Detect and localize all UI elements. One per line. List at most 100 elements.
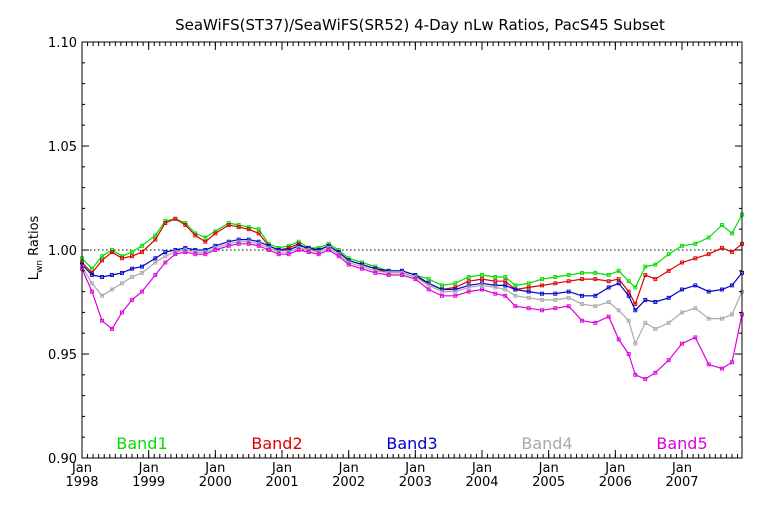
- x-tick-month-label: Jan: [604, 461, 625, 476]
- data-point-band1: [453, 281, 458, 286]
- data-point-band5: [513, 304, 518, 309]
- series-line-band2: [81, 218, 743, 306]
- data-point-band4: [140, 270, 144, 275]
- data-point-band4: [100, 293, 104, 298]
- data-point-band3: [643, 297, 648, 302]
- data-point-band4: [440, 289, 444, 294]
- y-axis-label-subscript: wn: [35, 260, 45, 273]
- data-point-band1: [593, 270, 598, 275]
- series-band3: [80, 237, 744, 313]
- data-point-band1: [626, 279, 631, 284]
- x-tick-month-label: Jan: [538, 461, 559, 476]
- data-point-band3: [606, 285, 611, 290]
- data-point-band4: [493, 285, 498, 290]
- data-point-band2: [606, 279, 611, 284]
- data-point-band2: [653, 277, 658, 282]
- y-axis-label: Lwn Ratios: [27, 215, 45, 280]
- data-point-band3: [593, 293, 598, 298]
- data-point-band4: [453, 289, 458, 294]
- data-point-band2: [680, 260, 684, 265]
- data-point-band5: [480, 287, 484, 292]
- data-point-band2: [163, 221, 168, 225]
- data-point-band5: [120, 310, 124, 315]
- data-point-band5: [706, 362, 711, 367]
- data-point-band2: [256, 231, 261, 236]
- data-point-band2: [183, 223, 188, 227]
- data-point-band5: [153, 273, 158, 277]
- data-point-band5: [566, 304, 571, 309]
- data-point-band2: [110, 250, 114, 255]
- data-point-band4: [730, 312, 734, 317]
- data-point-band5: [400, 273, 404, 277]
- data-point-band5: [203, 252, 208, 257]
- x-tick-month-label: Jan: [271, 461, 292, 476]
- data-point-band1: [680, 243, 684, 248]
- data-point-band5: [266, 248, 271, 252]
- data-point-band1: [643, 264, 648, 269]
- data-point-band2: [466, 279, 471, 284]
- data-point-band4: [120, 281, 124, 286]
- data-point-band4: [593, 304, 598, 309]
- data-point-band4: [503, 287, 508, 292]
- data-point-band2: [246, 227, 251, 232]
- x-tick-month-label: Jan: [138, 461, 159, 476]
- x-tick-year-label: 2001: [265, 475, 298, 490]
- data-point-band4: [566, 295, 571, 300]
- data-point-band1: [616, 268, 621, 273]
- data-point-band1: [706, 235, 711, 240]
- data-point-band2: [226, 223, 231, 227]
- legend-entry-band2: Band2: [251, 434, 302, 453]
- data-point-band2: [643, 273, 648, 277]
- data-point-band1: [526, 281, 531, 286]
- data-point-band5: [360, 266, 364, 271]
- data-point-band2: [633, 302, 638, 307]
- data-point-band2: [203, 239, 208, 244]
- data-point-band5: [503, 293, 508, 298]
- data-point-band5: [730, 360, 734, 365]
- data-point-band2: [706, 252, 711, 257]
- data-point-band1: [566, 273, 571, 277]
- series-layer: [80, 212, 744, 381]
- data-point-band5: [680, 341, 684, 346]
- data-point-band1: [540, 277, 544, 282]
- data-point-band4: [130, 275, 134, 279]
- data-point-band4: [616, 308, 621, 313]
- series-line-band4: [81, 241, 743, 346]
- x-tick-month-label: Jan: [71, 461, 92, 476]
- data-point-band2: [720, 245, 724, 250]
- data-point-band3: [693, 283, 698, 288]
- data-point-band2: [616, 277, 621, 282]
- x-tick-month-label: Jan: [404, 461, 425, 476]
- data-point-band1: [100, 254, 104, 259]
- y-tick-label: 1.10: [48, 36, 77, 51]
- data-point-band3: [120, 270, 124, 275]
- data-point-band5: [693, 335, 698, 340]
- data-point-band3: [540, 291, 544, 296]
- data-point-band2: [693, 256, 698, 261]
- data-point-band1: [493, 275, 498, 279]
- data-point-band1: [130, 250, 134, 255]
- data-point-band5: [163, 260, 168, 265]
- data-point-band4: [163, 254, 168, 259]
- legend: Band1 Band2 Band3 Band4 Band5: [116, 434, 707, 453]
- data-point-band4: [553, 297, 558, 302]
- data-point-band4: [706, 316, 711, 321]
- y-axis-label-rest: Ratios: [27, 215, 42, 260]
- data-point-band3: [513, 287, 518, 292]
- data-point-band1: [693, 241, 698, 246]
- data-point-band4: [633, 341, 638, 346]
- series-line-band3: [81, 239, 743, 312]
- data-point-band4: [90, 281, 94, 286]
- series-band4: [80, 239, 744, 346]
- data-point-band1: [153, 233, 158, 238]
- data-point-band2: [120, 256, 124, 261]
- data-point-band4: [540, 297, 544, 302]
- data-point-band5: [173, 252, 178, 257]
- data-point-band3: [553, 291, 558, 296]
- data-point-band4: [666, 320, 671, 325]
- series-band5: [80, 241, 744, 381]
- data-point-band4: [653, 327, 658, 331]
- data-point-band3: [130, 266, 134, 271]
- data-point-band1: [480, 273, 484, 277]
- series-band2: [80, 216, 744, 307]
